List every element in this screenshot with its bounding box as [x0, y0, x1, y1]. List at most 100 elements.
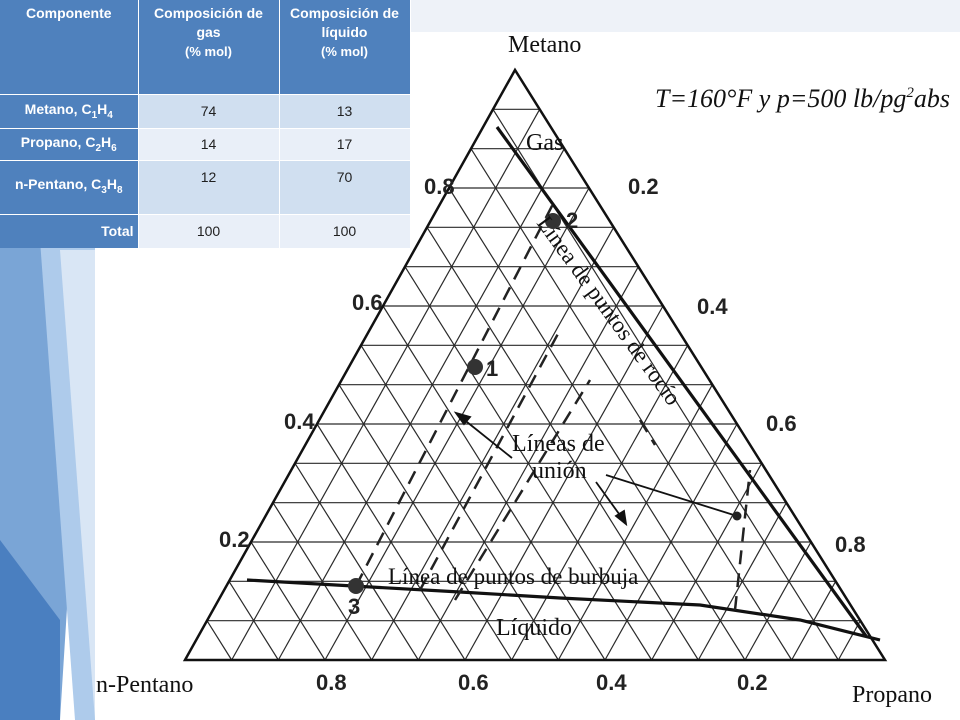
- tie-line-arrows: [453, 411, 738, 527]
- grid-line-rising: [206, 620, 233, 661]
- tie-lines: [354, 203, 752, 611]
- grid-line-rising: [294, 463, 419, 661]
- row-gas-value: 74: [138, 93, 280, 128]
- left-tick: 0.4: [284, 409, 315, 434]
- row-name-sub: 6: [111, 142, 117, 154]
- grid-line-rising: [250, 541, 326, 661]
- bottom-tick: 0.6: [458, 670, 489, 695]
- row-name-sub: 3: [101, 184, 107, 196]
- grid-line-falling: [744, 541, 812, 661]
- grid-line-rising: [426, 227, 699, 661]
- tie-lines-label-2: unión: [532, 458, 587, 484]
- row-name-sub: 8: [116, 184, 123, 196]
- header-liquid: Composición de líquido (% mol): [279, 0, 411, 94]
- header-gas-unit: (% mol): [185, 44, 232, 59]
- conditions-text: T=160°F y p=500 lb/pg: [655, 84, 906, 113]
- point-2-marker: [545, 213, 561, 229]
- row-name-sub: 4: [107, 109, 113, 121]
- triangle-outline: [182, 67, 888, 662]
- right-axis-ticks: 0.2 0.4 0.6 0.8: [628, 174, 866, 557]
- row-name-h: H: [97, 101, 108, 118]
- total-label: Total: [0, 213, 139, 248]
- total-gas-value: 100: [138, 213, 280, 248]
- triangle-grid: [206, 108, 861, 661]
- grid-line-falling: [231, 109, 541, 661]
- header-liquid-text: Composición de líquido: [290, 5, 399, 40]
- grid-line-falling: [277, 148, 565, 661]
- tie-lines-label-1: Líneas de: [512, 431, 605, 457]
- apex-right-label: Propano: [852, 682, 932, 708]
- grid-line-falling: [417, 266, 639, 661]
- conditions-sup: 2: [906, 85, 914, 101]
- left-tick: 0.6: [352, 290, 383, 315]
- point-2-label: 2: [566, 208, 578, 233]
- point-1-label: 1: [486, 356, 498, 381]
- arrow-left-head: [453, 411, 472, 426]
- grid-line-falling: [464, 305, 664, 661]
- row-component-name: Propano, C2H6: [0, 127, 139, 160]
- bottom-axis-ticks: 0.8 0.6 0.4 0.2: [316, 670, 768, 695]
- left-axis-ticks: 0.2 0.4 0.6 0.8: [219, 174, 455, 552]
- tie-line-5: [638, 419, 657, 446]
- tie-line-4: [733, 469, 752, 611]
- left-tick: 0.8: [424, 174, 455, 199]
- row-liquid-value: 70: [279, 159, 411, 214]
- row-name-h: H: [101, 134, 112, 151]
- row-liquid-value: 17: [279, 127, 411, 160]
- row-component-name: n-Pentano, C3H8: [0, 159, 139, 214]
- arrow-right: [605, 474, 738, 517]
- apex-left-label: n-Pentano: [96, 672, 193, 698]
- row-name-text: Propano, C: [20, 134, 96, 151]
- tie-line-3: [354, 203, 555, 587]
- table-row: n-Pentano, C3H8 12 70: [0, 159, 411, 214]
- table-row: Propano, C2H6 14 17: [0, 127, 411, 160]
- row-name-sub: 2: [95, 142, 102, 154]
- header-component-text: Componente: [25, 5, 112, 21]
- liquid-region-label: Líquido: [496, 615, 572, 641]
- bubble-point-line: [246, 578, 881, 642]
- conditions-label: T=160°F y p=500 lb/pg2abs: [655, 84, 950, 113]
- table-total-row: Total 100 100: [0, 213, 411, 248]
- composition-table: Componente Composición de gas (% mol) Com…: [0, 0, 411, 248]
- row-name-h: H: [106, 175, 117, 192]
- apex-top-label: Metano: [508, 32, 581, 58]
- header-gas: Composición de gas (% mol): [138, 0, 280, 94]
- tie-line-1: [453, 379, 592, 601]
- grid-line-falling: [837, 620, 861, 661]
- header-component: Componente: [0, 0, 139, 94]
- header-liquid-unit: (% mol): [321, 44, 368, 59]
- bottom-tick: 0.2: [737, 670, 768, 695]
- tie-line-2: [418, 329, 562, 591]
- grid-line-falling: [557, 384, 713, 661]
- conditions-tail: abs: [914, 84, 950, 113]
- grid-line-rising: [382, 305, 606, 661]
- row-liquid-value: 13: [279, 93, 411, 128]
- dew-point-line: [495, 126, 868, 637]
- bubble-line-label: Línea de puntos de burbuja: [388, 564, 638, 589]
- gas-region-label: Gas: [526, 130, 563, 156]
- arrow-left: [461, 417, 513, 459]
- right-tick: 0.4: [697, 294, 728, 319]
- bottom-tick: 0.8: [316, 670, 347, 695]
- grid-line-falling: [651, 463, 763, 661]
- point-3-marker: [348, 578, 364, 594]
- total-liquid-value: 100: [279, 213, 411, 248]
- table-row: Metano, C1H4 74 13: [0, 93, 411, 128]
- table-header-row: Componente Composición de gas (% mol) Com…: [0, 0, 411, 94]
- point-liquid-marker: [732, 511, 742, 521]
- point-1-marker: [467, 359, 483, 375]
- row-gas-value: 14: [138, 127, 280, 160]
- row-component-name: Metano, C1H4: [0, 93, 139, 128]
- arrow-down: [595, 481, 623, 519]
- point-3-label: 3: [348, 594, 360, 619]
- row-name-text: Metano, C: [24, 101, 92, 118]
- right-tick: 0.2: [628, 174, 659, 199]
- left-tick: 0.2: [219, 527, 250, 552]
- header-gas-text: Composición de gas: [154, 5, 263, 40]
- row-name-text: n-Pentano, C: [14, 175, 102, 192]
- row-gas-value: 12: [138, 159, 280, 214]
- right-tick: 0.6: [766, 411, 797, 436]
- right-tick: 0.8: [835, 532, 866, 557]
